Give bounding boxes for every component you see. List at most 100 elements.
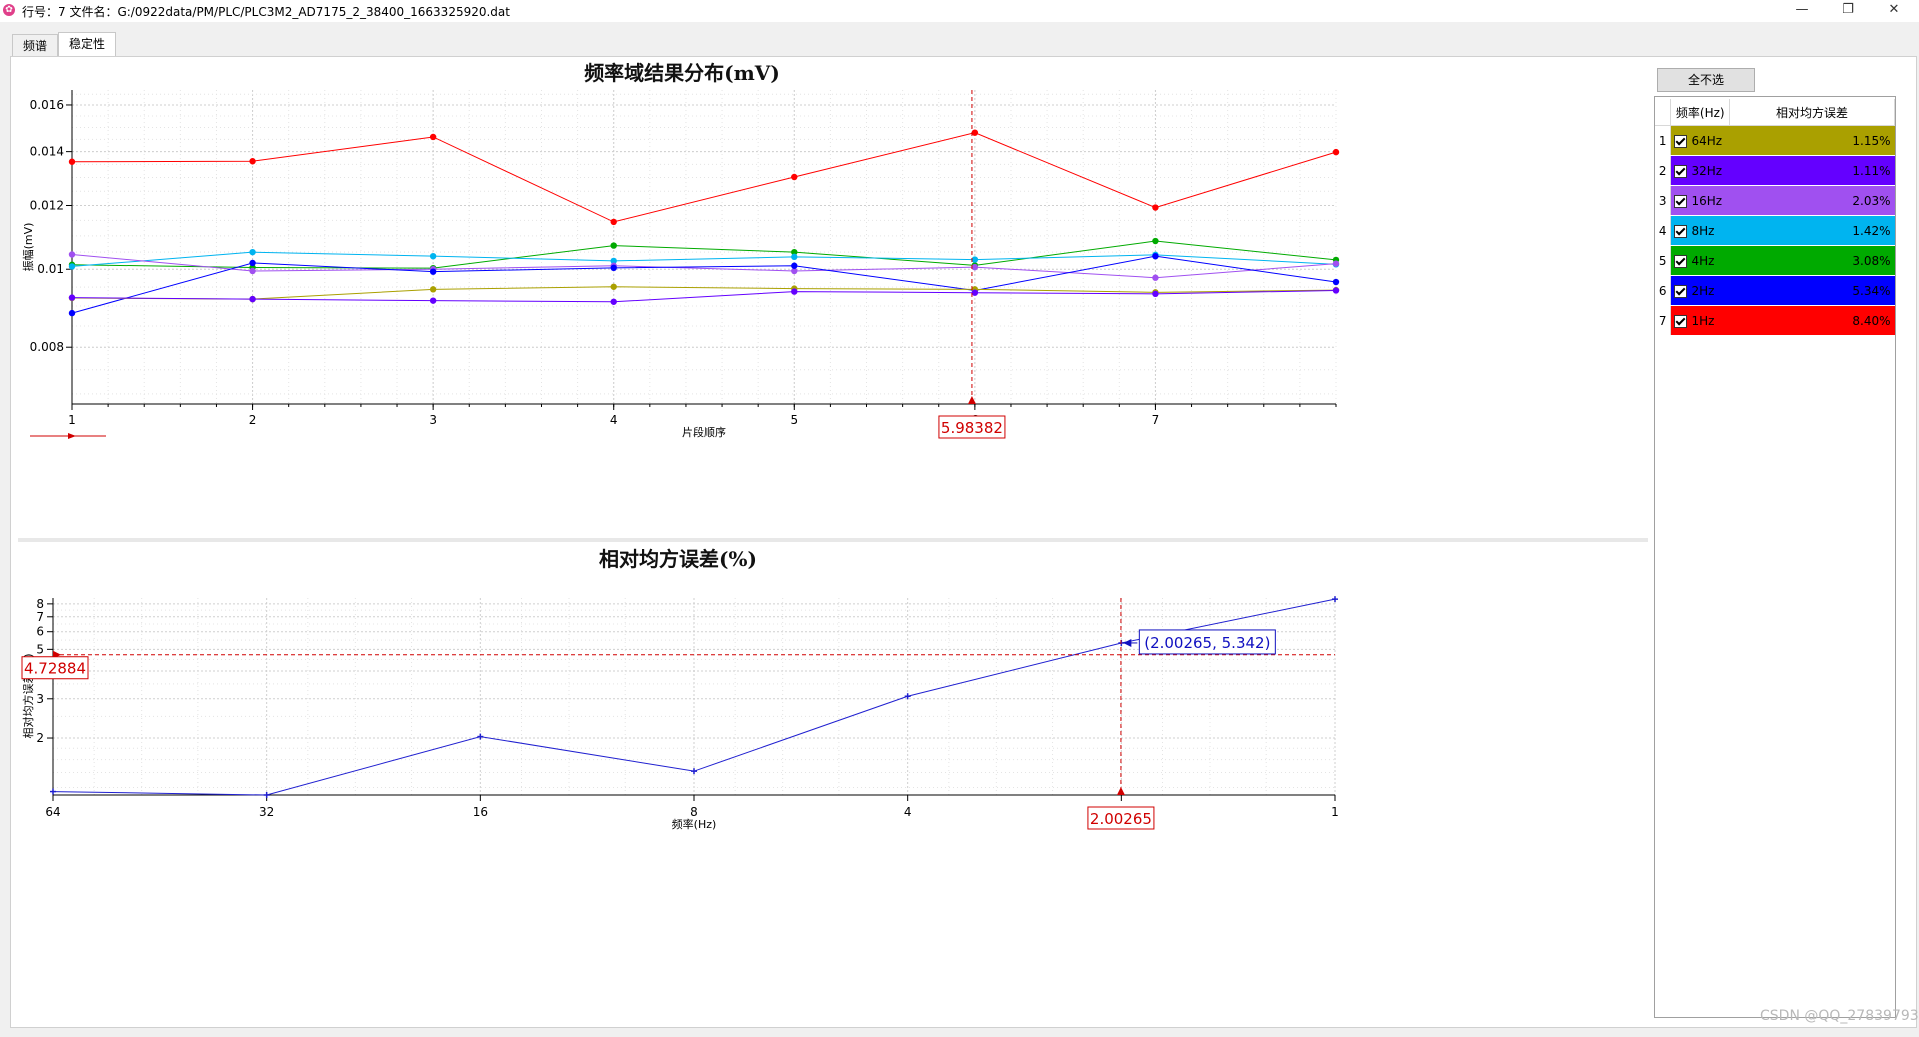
data-point[interactable] [610, 218, 617, 226]
y-tick-label: 0.008 [30, 340, 64, 354]
x-tick-label: 16 [473, 805, 488, 819]
data-point[interactable] [477, 733, 484, 740]
data-point[interactable] [1332, 148, 1340, 156]
data-point[interactable] [610, 264, 617, 272]
data-point[interactable] [904, 693, 911, 700]
data-point[interactable] [1152, 290, 1159, 298]
freq-label: 64Hz [1691, 133, 1723, 148]
data-point[interactable] [791, 248, 798, 256]
freq-cell[interactable]: 8Hz [1670, 215, 1730, 246]
freq-cell[interactable]: 64Hz [1670, 125, 1730, 156]
data-point[interactable] [249, 248, 256, 256]
data-point[interactable] [791, 253, 798, 261]
row-number: 3 [1655, 185, 1672, 216]
table-row[interactable]: 4 8Hz 1.42% [1655, 215, 1895, 246]
data-point[interactable] [249, 259, 256, 267]
data-point[interactable] [68, 294, 76, 301]
cursor-x-arrow[interactable] [1116, 787, 1125, 795]
deselect-all-button[interactable]: 全不选 [1657, 68, 1755, 92]
data-point[interactable] [429, 286, 437, 293]
freq-cell[interactable]: 32Hz [1670, 155, 1730, 186]
data-point[interactable] [50, 788, 56, 795]
error-cell: 1.42% [1729, 215, 1895, 246]
freq-cell[interactable]: 16Hz [1670, 185, 1730, 216]
data-point[interactable] [791, 173, 798, 181]
data-point[interactable] [971, 129, 979, 136]
restore-icon[interactable]: ❐ [1842, 2, 1854, 17]
data-point[interactable] [610, 242, 617, 249]
data-point[interactable] [791, 267, 798, 275]
data-point[interactable] [791, 262, 798, 269]
series-line [71, 254, 1337, 279]
series-checkbox[interactable] [1674, 164, 1688, 178]
data-point[interactable] [971, 263, 979, 271]
error-cell: 8.40% [1729, 305, 1895, 336]
data-point[interactable] [610, 257, 617, 265]
data-point[interactable] [1332, 596, 1338, 603]
data-point[interactable] [1152, 204, 1159, 211]
data-point[interactable] [971, 289, 979, 296]
y-tick-label: 5 [36, 642, 44, 656]
data-point[interactable] [971, 256, 979, 263]
data-point[interactable] [249, 267, 256, 275]
data-point[interactable] [263, 792, 270, 798]
freq-label: 16Hz [1691, 193, 1723, 208]
data-point[interactable] [429, 297, 437, 304]
chart-splitter[interactable] [18, 538, 1648, 542]
data-point[interactable] [249, 158, 256, 165]
series-checkbox[interactable] [1674, 224, 1688, 238]
data-point[interactable] [1332, 260, 1340, 267]
freq-label: 2Hz [1691, 283, 1715, 298]
table-row[interactable]: 2 32Hz 1.11% [1655, 155, 1895, 186]
cursor-arrow[interactable] [967, 396, 976, 404]
data-point[interactable] [1152, 237, 1159, 245]
relative-error-chart[interactable]: 相对均方误差(%)64321684218765432频率(Hz)相对均方误差(%… [10, 542, 1650, 1022]
freq-cell[interactable]: 1Hz [1670, 305, 1730, 336]
series-checkbox[interactable] [1674, 314, 1688, 328]
readout-arrow-icon [1123, 638, 1132, 647]
app-icon: ✿ [3, 4, 15, 16]
tab-spectrum[interactable]: 频谱 [12, 34, 58, 57]
data-point[interactable] [249, 295, 256, 303]
series-line [71, 132, 1337, 223]
frequency-domain-chart[interactable]: 频率域结果分布(mV)12345670.0160.0140.0120.010.0… [10, 56, 1650, 542]
data-point[interactable] [610, 283, 617, 290]
tab-stability[interactable]: 稳定性 [58, 32, 116, 57]
data-point[interactable] [791, 288, 798, 295]
data-point[interactable] [610, 298, 617, 305]
y-tick-label: 8 [36, 597, 44, 611]
data-point[interactable] [691, 768, 697, 775]
data-point[interactable] [68, 263, 76, 270]
title-bar: ✿ 行号：7 文件名：G:/0922data/PM/PLC/PLC3M2_AD7… [0, 0, 1919, 22]
data-point[interactable] [68, 309, 76, 317]
data-point[interactable] [429, 252, 437, 260]
table-row[interactable]: 3 16Hz 2.03% [1655, 185, 1895, 216]
row-number: 2 [1655, 155, 1672, 186]
freq-cell[interactable]: 2Hz [1670, 275, 1730, 306]
table-row[interactable]: 7 1Hz 8.40% [1655, 305, 1895, 336]
data-point[interactable] [1152, 252, 1159, 260]
series-checkbox[interactable] [1674, 134, 1688, 148]
y-tick-label: 3 [36, 692, 44, 706]
minimize-icon[interactable]: — [1795, 2, 1809, 17]
table-row[interactable]: 1 64Hz 1.15% [1655, 125, 1895, 156]
series-checkbox[interactable] [1674, 284, 1688, 298]
data-point[interactable] [68, 251, 76, 258]
data-point[interactable] [429, 133, 437, 141]
error-column-header[interactable]: 相对均方误差 [1729, 99, 1895, 126]
series-checkbox[interactable] [1674, 254, 1688, 268]
freq-label: 8Hz [1691, 223, 1715, 238]
data-point[interactable] [68, 158, 76, 165]
freq-column-header[interactable]: 频率(Hz) [1670, 99, 1730, 126]
data-point[interactable] [1332, 287, 1340, 294]
series-line [71, 251, 1337, 267]
close-icon[interactable]: ✕ [1888, 2, 1900, 17]
watermark: CSDN @QQ_278397935 [1760, 1008, 1919, 1024]
data-point[interactable] [1152, 274, 1159, 281]
series-checkbox[interactable] [1674, 194, 1688, 208]
table-row[interactable]: 6 2Hz 5.34% [1655, 275, 1895, 306]
data-point[interactable] [429, 268, 437, 275]
table-row[interactable]: 5 4Hz 3.08% [1655, 245, 1895, 276]
freq-cell[interactable]: 4Hz [1670, 245, 1730, 276]
data-point[interactable] [1332, 278, 1340, 286]
